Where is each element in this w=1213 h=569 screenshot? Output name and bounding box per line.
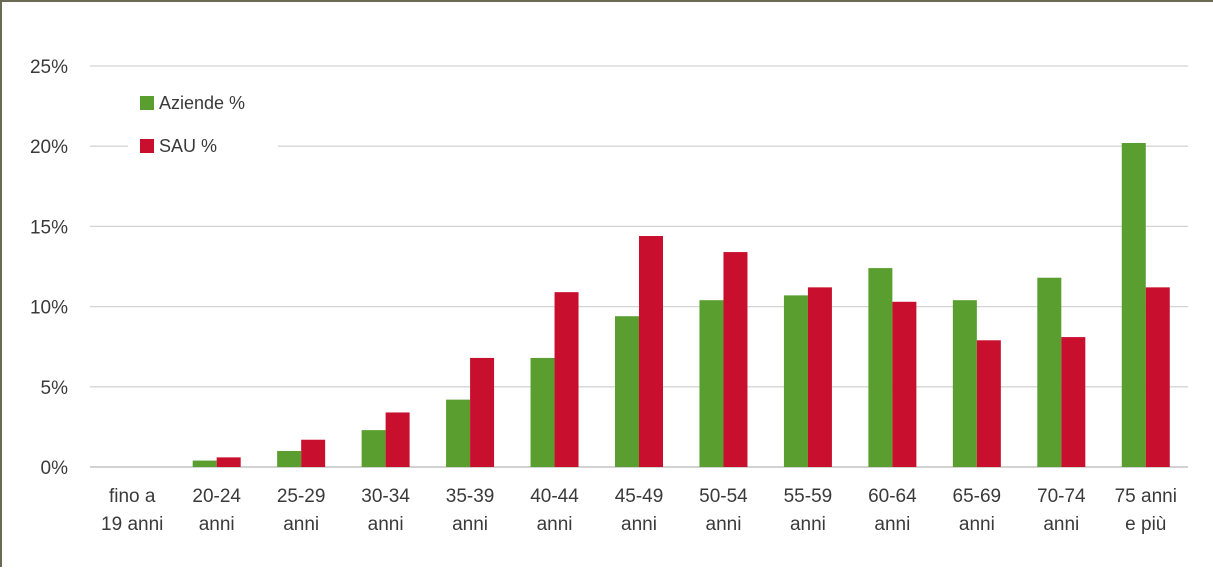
y-tick-label: 5% bbox=[41, 378, 69, 399]
y-tick-labels: 0% 5% 10% 15% 20% 25% bbox=[30, 57, 68, 479]
legend-label: Aziende % bbox=[159, 93, 245, 113]
x-tick-label: 30-34 anni bbox=[361, 486, 410, 535]
legend-swatch bbox=[140, 139, 154, 153]
x-tick-label: 65-69 anni bbox=[953, 486, 1002, 535]
x-tick-label: 40-44 anni bbox=[530, 486, 579, 535]
bar-aziende bbox=[192, 460, 217, 467]
bar-aziende bbox=[1121, 142, 1146, 467]
y-tick-label: 25% bbox=[30, 57, 68, 78]
x-tick-label: 50-54 anni bbox=[699, 486, 748, 535]
legend: Aziende % SAU % bbox=[128, 82, 278, 168]
bar-sau bbox=[807, 287, 832, 467]
bar-aziende bbox=[699, 300, 724, 467]
bar-sau bbox=[301, 439, 326, 467]
bar-aziende bbox=[783, 295, 808, 467]
bar-aziende bbox=[868, 268, 893, 467]
y-tick-label: 20% bbox=[30, 137, 68, 158]
bar-aziende bbox=[952, 300, 977, 467]
bar-sau bbox=[216, 457, 241, 467]
bar-aziende bbox=[530, 357, 555, 467]
bar-sau bbox=[723, 252, 748, 467]
x-tick-label: 25-29 anni bbox=[277, 486, 326, 535]
y-tick-label: 0% bbox=[41, 458, 69, 479]
x-tick-label: 35-39 anni bbox=[446, 486, 495, 535]
x-tick-label: 20-24 anni bbox=[192, 486, 241, 535]
bars bbox=[192, 142, 1170, 467]
x-tick-label: 45-49 anni bbox=[615, 486, 664, 535]
x-tick-label: 70-74 anni bbox=[1037, 486, 1086, 535]
bar-sau bbox=[1145, 287, 1170, 467]
x-tick-label: 60-64 anni bbox=[868, 486, 917, 535]
y-tick-label: 10% bbox=[30, 298, 68, 319]
legend-swatch bbox=[140, 96, 154, 110]
bar-sau bbox=[385, 412, 410, 467]
legend-label: SAU % bbox=[159, 136, 217, 156]
bar-sau bbox=[639, 236, 663, 467]
x-tick-label: fino a 19 anni bbox=[101, 486, 163, 535]
bar-sau bbox=[976, 340, 1001, 467]
bar-aziende bbox=[1037, 277, 1062, 467]
bar-sau bbox=[554, 292, 579, 467]
x-tick-label: 75 anni e più bbox=[1115, 486, 1177, 535]
bar-aziende bbox=[277, 450, 302, 467]
y-tick-label: 15% bbox=[30, 217, 68, 238]
bar-sau bbox=[892, 301, 917, 467]
bar-sau bbox=[470, 357, 495, 467]
x-tick-label: 55-59 anni bbox=[784, 486, 833, 535]
bar-aziende bbox=[361, 430, 386, 467]
bar-sau bbox=[1061, 337, 1086, 467]
bar-aziende bbox=[446, 399, 471, 467]
bar-aziende bbox=[615, 316, 639, 467]
x-tick-labels: fino a 19 anni 20-24 anni 25-29 anni 30-34 anni… bbox=[101, 486, 1177, 535]
